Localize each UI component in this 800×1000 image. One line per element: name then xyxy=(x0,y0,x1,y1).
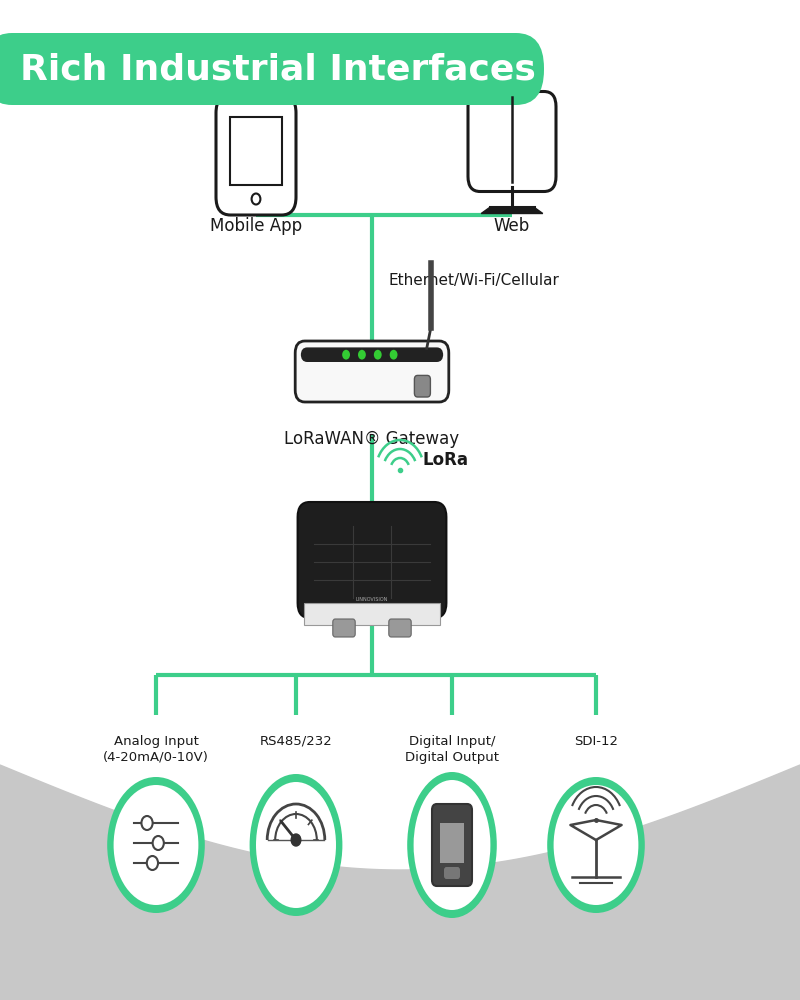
Text: Mobile App: Mobile App xyxy=(210,217,302,235)
FancyBboxPatch shape xyxy=(468,92,556,192)
Text: RS485/232: RS485/232 xyxy=(260,735,332,748)
Circle shape xyxy=(153,836,164,850)
Text: LoRa: LoRa xyxy=(422,451,469,469)
FancyBboxPatch shape xyxy=(333,619,355,637)
Ellipse shape xyxy=(107,777,205,913)
Ellipse shape xyxy=(554,785,638,905)
Ellipse shape xyxy=(114,785,198,905)
FancyBboxPatch shape xyxy=(304,603,440,625)
Circle shape xyxy=(251,194,260,205)
FancyBboxPatch shape xyxy=(414,375,430,397)
Text: Web: Web xyxy=(494,217,530,235)
Ellipse shape xyxy=(547,777,645,913)
Circle shape xyxy=(374,350,382,360)
Text: LoRaWAN® Gateway: LoRaWAN® Gateway xyxy=(285,430,459,448)
FancyBboxPatch shape xyxy=(230,116,282,185)
FancyBboxPatch shape xyxy=(301,347,443,362)
Circle shape xyxy=(342,350,350,360)
FancyBboxPatch shape xyxy=(298,502,446,618)
FancyBboxPatch shape xyxy=(216,95,296,215)
Ellipse shape xyxy=(414,780,490,910)
Text: Rich Industrial Interfaces: Rich Industrial Interfaces xyxy=(20,52,536,86)
FancyBboxPatch shape xyxy=(389,619,411,637)
Polygon shape xyxy=(0,765,800,1000)
Circle shape xyxy=(390,350,398,360)
Ellipse shape xyxy=(250,774,342,916)
FancyBboxPatch shape xyxy=(295,341,449,402)
Ellipse shape xyxy=(407,772,497,918)
Circle shape xyxy=(291,834,301,846)
Text: Digital Input/
Digital Output: Digital Input/ Digital Output xyxy=(405,735,499,764)
Text: LINNOVISION: LINNOVISION xyxy=(356,597,388,602)
Circle shape xyxy=(147,856,158,870)
Text: Ethernet/Wi-Fi/Cellular: Ethernet/Wi-Fi/Cellular xyxy=(388,272,559,288)
FancyBboxPatch shape xyxy=(0,33,544,105)
Circle shape xyxy=(142,816,153,830)
FancyBboxPatch shape xyxy=(440,823,464,863)
FancyBboxPatch shape xyxy=(444,867,460,879)
Circle shape xyxy=(358,350,366,360)
Polygon shape xyxy=(482,207,542,214)
FancyBboxPatch shape xyxy=(432,804,472,886)
Text: SDI-12: SDI-12 xyxy=(574,735,618,748)
Ellipse shape xyxy=(256,782,336,908)
Text: Analog Input
(4-20mA/0-10V): Analog Input (4-20mA/0-10V) xyxy=(103,735,209,764)
